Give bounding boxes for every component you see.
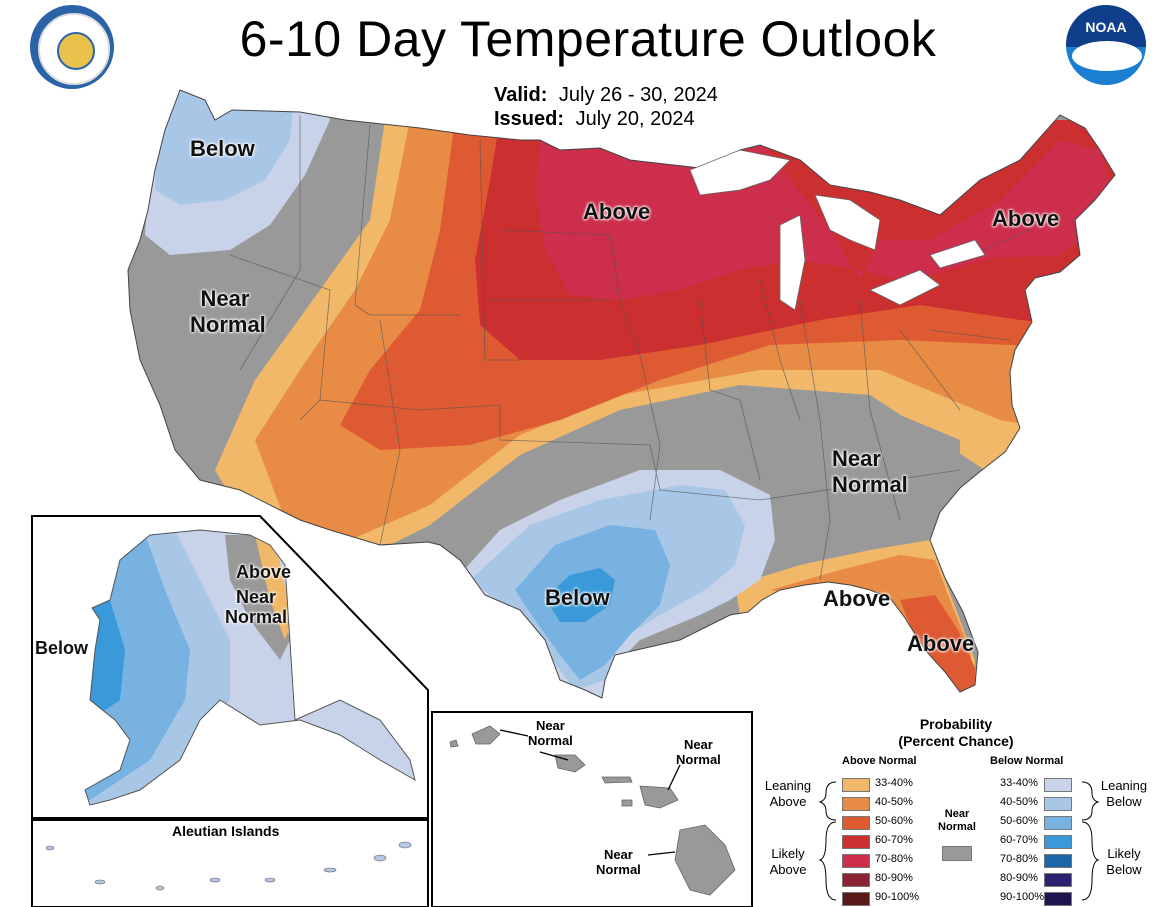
legend-leaning-above: Leaning Above: [758, 778, 818, 810]
label-hi-big-line2: Normal: [596, 862, 641, 877]
label-hi-kauai-line1: Near: [535, 718, 565, 733]
legend-below-range: 40-50%: [1000, 796, 1038, 808]
legend-below-swatch: [1044, 778, 1072, 792]
legend-near-line1: Near: [944, 808, 970, 820]
legend-above-swatch: [842, 835, 870, 849]
legend-above-range: 70-80%: [875, 853, 913, 865]
commerce-seal-icon: [30, 5, 114, 89]
label-hi-maui-line1: Near: [683, 737, 713, 752]
legend-below-swatch: [1044, 854, 1072, 868]
label-se-near-line2: Normal: [832, 472, 908, 497]
legend-likely-above: Likely Above: [758, 846, 818, 878]
legend-above-swatch: [842, 778, 870, 792]
legend-above-range: 80-90%: [875, 872, 913, 884]
valid-label: Valid:: [494, 84, 548, 106]
label-ak-near-line1: Near: [235, 587, 277, 607]
label-hi-kauai: Near Normal: [528, 718, 573, 748]
label-ak-near: Near Normal: [222, 587, 290, 627]
legend-likely-above-line2: Above: [769, 862, 807, 877]
legend-title: Probability (Percent Chance): [870, 716, 1042, 750]
legend-near-line2: Normal: [938, 821, 976, 833]
legend-above-range: 50-60%: [875, 815, 913, 827]
label-hi-big-line1: Near: [603, 847, 633, 862]
legend-below-swatch: [1044, 892, 1072, 906]
legend-above-swatch: [842, 873, 870, 887]
legend-below-range: 70-80%: [1000, 853, 1038, 865]
legend-likely-below-line2: Below: [1106, 862, 1142, 877]
label-fl-above: Above: [907, 631, 975, 656]
legend-title-line1: Probability: [919, 716, 993, 732]
legend-likely-below-line1: Likely: [1107, 846, 1141, 861]
legend-below-range: 90-100%: [1000, 891, 1045, 903]
legend-likely-above-line1: Likely: [771, 846, 805, 861]
legend-leaning-below-line1: Leaning: [1100, 778, 1148, 793]
label-se-near-line1: Near: [832, 446, 881, 471]
legend-below-swatch: [1044, 873, 1072, 887]
label-hi-maui-line2: Normal: [676, 752, 721, 767]
label-se-near: Near Normal: [832, 446, 908, 498]
legend-below-swatch: [1044, 797, 1072, 811]
legend-below-swatch: [1044, 835, 1072, 849]
label-north-above: Above: [583, 199, 651, 224]
label-ak-below: Below: [35, 638, 89, 658]
legend-above-range: 40-50%: [875, 796, 913, 808]
label-ne-above: Above: [992, 206, 1060, 231]
legend-below-range: 50-60%: [1000, 815, 1038, 827]
legend-below-range: 33-40%: [1000, 777, 1038, 789]
legend-leaning-below-line2: Below: [1106, 794, 1142, 809]
legend-title-line2: (Percent Chance): [898, 733, 1014, 749]
label-hi-maui: Near Normal: [676, 737, 721, 767]
label-gulf-above: Above: [823, 586, 891, 611]
legend-leaning-above-line1: Leaning: [764, 778, 812, 793]
valid-dates: July 26 - 30, 2024: [558, 84, 718, 106]
legend-above-header: Above Normal: [842, 755, 917, 767]
legend-below-range: 60-70%: [1000, 834, 1038, 846]
label-hi-big: Near Normal: [596, 847, 641, 877]
noaa-logo-icon: NOAA: [1066, 5, 1146, 85]
aleutian-title: Aleutian Islands: [172, 823, 280, 839]
issued-row: Issued: July 20, 2024: [494, 108, 695, 131]
issued-date: July 20, 2024: [575, 108, 695, 130]
legend-above-swatch: [842, 854, 870, 868]
legend-leaning-below: Leaning Below: [1094, 778, 1154, 810]
legend-near-label: Near Normal: [932, 808, 982, 834]
legend-likely-below: Likely Below: [1094, 846, 1154, 878]
legend-below-range: 80-90%: [1000, 872, 1038, 884]
label-nw-below: Below: [190, 136, 255, 161]
label-west-near: Near Normal: [190, 286, 266, 338]
legend-above-range: 60-70%: [875, 834, 913, 846]
label-west-near-line2: Normal: [190, 312, 266, 337]
label-hi-kauai-line2: Normal: [528, 733, 573, 748]
legend-leaning-above-line2: Above: [769, 794, 807, 809]
label-ak-above: Above: [236, 562, 292, 582]
issued-label: Issued:: [494, 108, 565, 130]
label-tx-below: Below: [545, 585, 610, 610]
page-title: 6-10 Day Temperature Outlook: [239, 11, 937, 67]
legend-above-swatch: [842, 797, 870, 811]
label-ak-near-line2: Normal: [224, 607, 287, 627]
noaa-logo-text: NOAA: [1085, 19, 1127, 35]
legend-above-range: 90-100%: [875, 891, 920, 903]
legend-above-swatch: [842, 816, 870, 830]
legend-below-swatch: [1044, 816, 1072, 830]
label-west-near-line1: Near: [200, 286, 250, 311]
legend-above-range: 33-40%: [875, 777, 913, 789]
valid-row: Valid: July 26 - 30, 2024: [494, 84, 718, 107]
legend-above-swatch: [842, 892, 870, 906]
legend-near-swatch: [942, 846, 972, 861]
legend-below-header: Below Normal: [990, 755, 1064, 767]
